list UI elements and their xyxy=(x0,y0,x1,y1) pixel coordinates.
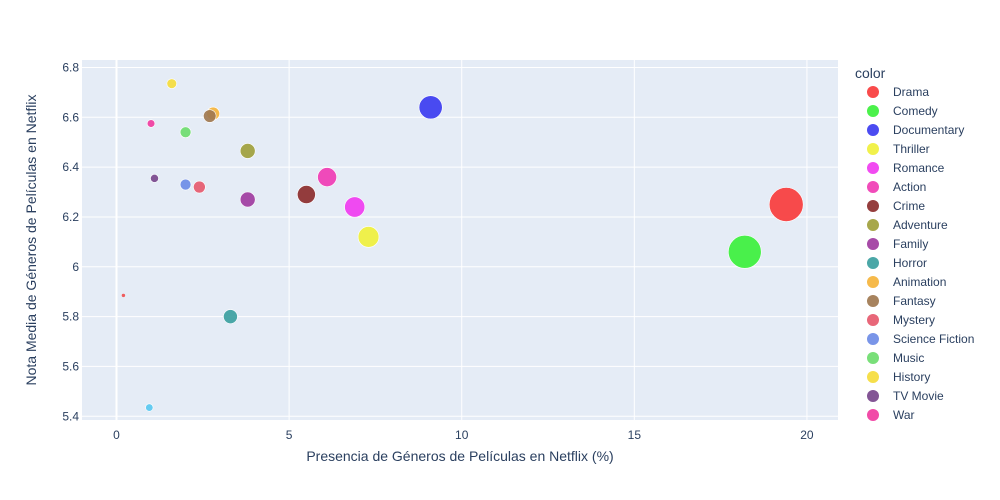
data-point[interactable] xyxy=(728,235,762,269)
legend-marker xyxy=(867,219,879,231)
legend-title: color xyxy=(855,65,886,81)
legend-label: Mystery xyxy=(893,313,935,327)
y-tick-label: 6.6 xyxy=(62,110,79,124)
data-point[interactable] xyxy=(179,126,192,139)
legend-item[interactable]: Action xyxy=(867,180,926,194)
legend-item[interactable]: Family xyxy=(867,237,928,251)
legend-item[interactable]: Horror xyxy=(867,256,927,270)
legend-marker xyxy=(867,200,879,212)
legend-label: Animation xyxy=(893,275,946,289)
x-tick-label: 0 xyxy=(113,428,120,442)
legend-label: Action xyxy=(893,180,926,194)
legend: Drama Comedy Documentary Thriller Romance Act… xyxy=(867,85,974,422)
legend-item[interactable]: Animation xyxy=(867,275,946,289)
legend-item[interactable]: Mystery xyxy=(867,313,935,327)
y-tick-label: 6.4 xyxy=(62,160,79,174)
data-point[interactable] xyxy=(239,191,256,208)
legend-item[interactable]: Drama xyxy=(867,85,929,99)
legend-item[interactable]: Documentary xyxy=(867,123,964,137)
legend-marker xyxy=(867,352,879,364)
legend-marker xyxy=(867,371,879,383)
legend-label: History xyxy=(893,370,930,384)
legend-item[interactable]: Thriller xyxy=(867,142,930,156)
legend-item[interactable]: Romance xyxy=(867,161,945,175)
data-point[interactable] xyxy=(223,309,238,324)
data-point[interactable] xyxy=(239,143,256,159)
legend-label: Romance xyxy=(893,161,945,175)
legend-marker xyxy=(867,181,879,193)
data-point[interactable] xyxy=(203,109,217,123)
data-point[interactable] xyxy=(297,185,316,204)
data-point[interactable] xyxy=(145,403,154,412)
data-point[interactable] xyxy=(121,293,126,298)
legend-marker xyxy=(867,105,879,117)
y-tick-label: 6.2 xyxy=(62,210,79,224)
x-tick-label: 15 xyxy=(628,428,642,442)
data-point[interactable] xyxy=(418,95,443,120)
legend-item[interactable]: Comedy xyxy=(867,104,938,118)
x-tick-label: 20 xyxy=(800,428,814,442)
legend-label: Fantasy xyxy=(893,294,936,308)
legend-marker xyxy=(867,238,879,250)
legend-item[interactable]: Crime xyxy=(867,199,925,213)
data-point[interactable] xyxy=(768,187,804,222)
legend-label: Science Fiction xyxy=(893,332,974,346)
legend-marker xyxy=(867,409,879,421)
x-axis-ticks: 0 5 10 15 20 xyxy=(113,428,814,442)
y-tick-label: 5.8 xyxy=(62,310,79,324)
data-point[interactable] xyxy=(179,178,192,191)
legend-label: Comedy xyxy=(893,104,938,118)
legend-label: Documentary xyxy=(893,123,964,137)
y-axis-title: Nota Media de Géneros de Películas en Ne… xyxy=(23,94,39,385)
legend-label: Drama xyxy=(893,85,929,99)
legend-item[interactable]: Fantasy xyxy=(867,294,936,308)
data-point[interactable] xyxy=(166,78,177,89)
data-point[interactable] xyxy=(357,226,380,248)
legend-item[interactable]: History xyxy=(867,370,930,384)
legend-item[interactable]: Music xyxy=(867,351,924,365)
legend-label: Family xyxy=(893,237,928,251)
x-tick-label: 10 xyxy=(455,428,469,442)
legend-marker xyxy=(867,276,879,288)
legend-item[interactable]: War xyxy=(867,408,915,422)
data-point[interactable] xyxy=(344,196,366,218)
y-tick-label: 5.6 xyxy=(62,359,79,373)
legend-marker xyxy=(867,257,879,269)
x-axis-title: Presencia de Géneros de Películas en Net… xyxy=(306,448,613,464)
legend-item[interactable]: Adventure xyxy=(867,218,948,232)
grid-lines xyxy=(82,60,838,420)
data-point[interactable] xyxy=(146,119,156,128)
legend-label: Thriller xyxy=(893,142,930,156)
x-tick-label: 5 xyxy=(286,428,293,442)
legend-label: Horror xyxy=(893,256,927,270)
legend-marker xyxy=(867,314,879,326)
data-point[interactable] xyxy=(150,173,159,183)
legend-marker xyxy=(867,143,879,155)
y-tick-label: 6.8 xyxy=(62,60,79,74)
legend-label: Crime xyxy=(893,199,925,213)
legend-item[interactable]: TV Movie xyxy=(867,389,944,403)
legend-marker xyxy=(867,86,879,98)
legend-marker xyxy=(867,124,879,136)
data-point[interactable] xyxy=(193,180,206,194)
legend-marker xyxy=(867,390,879,402)
legend-label: TV Movie xyxy=(893,389,944,403)
legend-label: Music xyxy=(893,351,924,365)
data-point[interactable] xyxy=(317,167,337,187)
y-tick-label: 5.4 xyxy=(62,409,79,423)
y-tick-label: 6 xyxy=(72,260,79,274)
y-axis-ticks: 5.4 5.6 5.8 6 6.2 6.4 6.6 6.8 xyxy=(62,60,79,423)
legend-marker xyxy=(867,295,879,307)
data-points xyxy=(121,78,804,412)
legend-marker xyxy=(867,333,879,345)
legend-label: Adventure xyxy=(893,218,948,232)
legend-label: War xyxy=(893,408,915,422)
legend-item[interactable]: Science Fiction xyxy=(867,332,974,346)
legend-marker xyxy=(867,162,879,174)
